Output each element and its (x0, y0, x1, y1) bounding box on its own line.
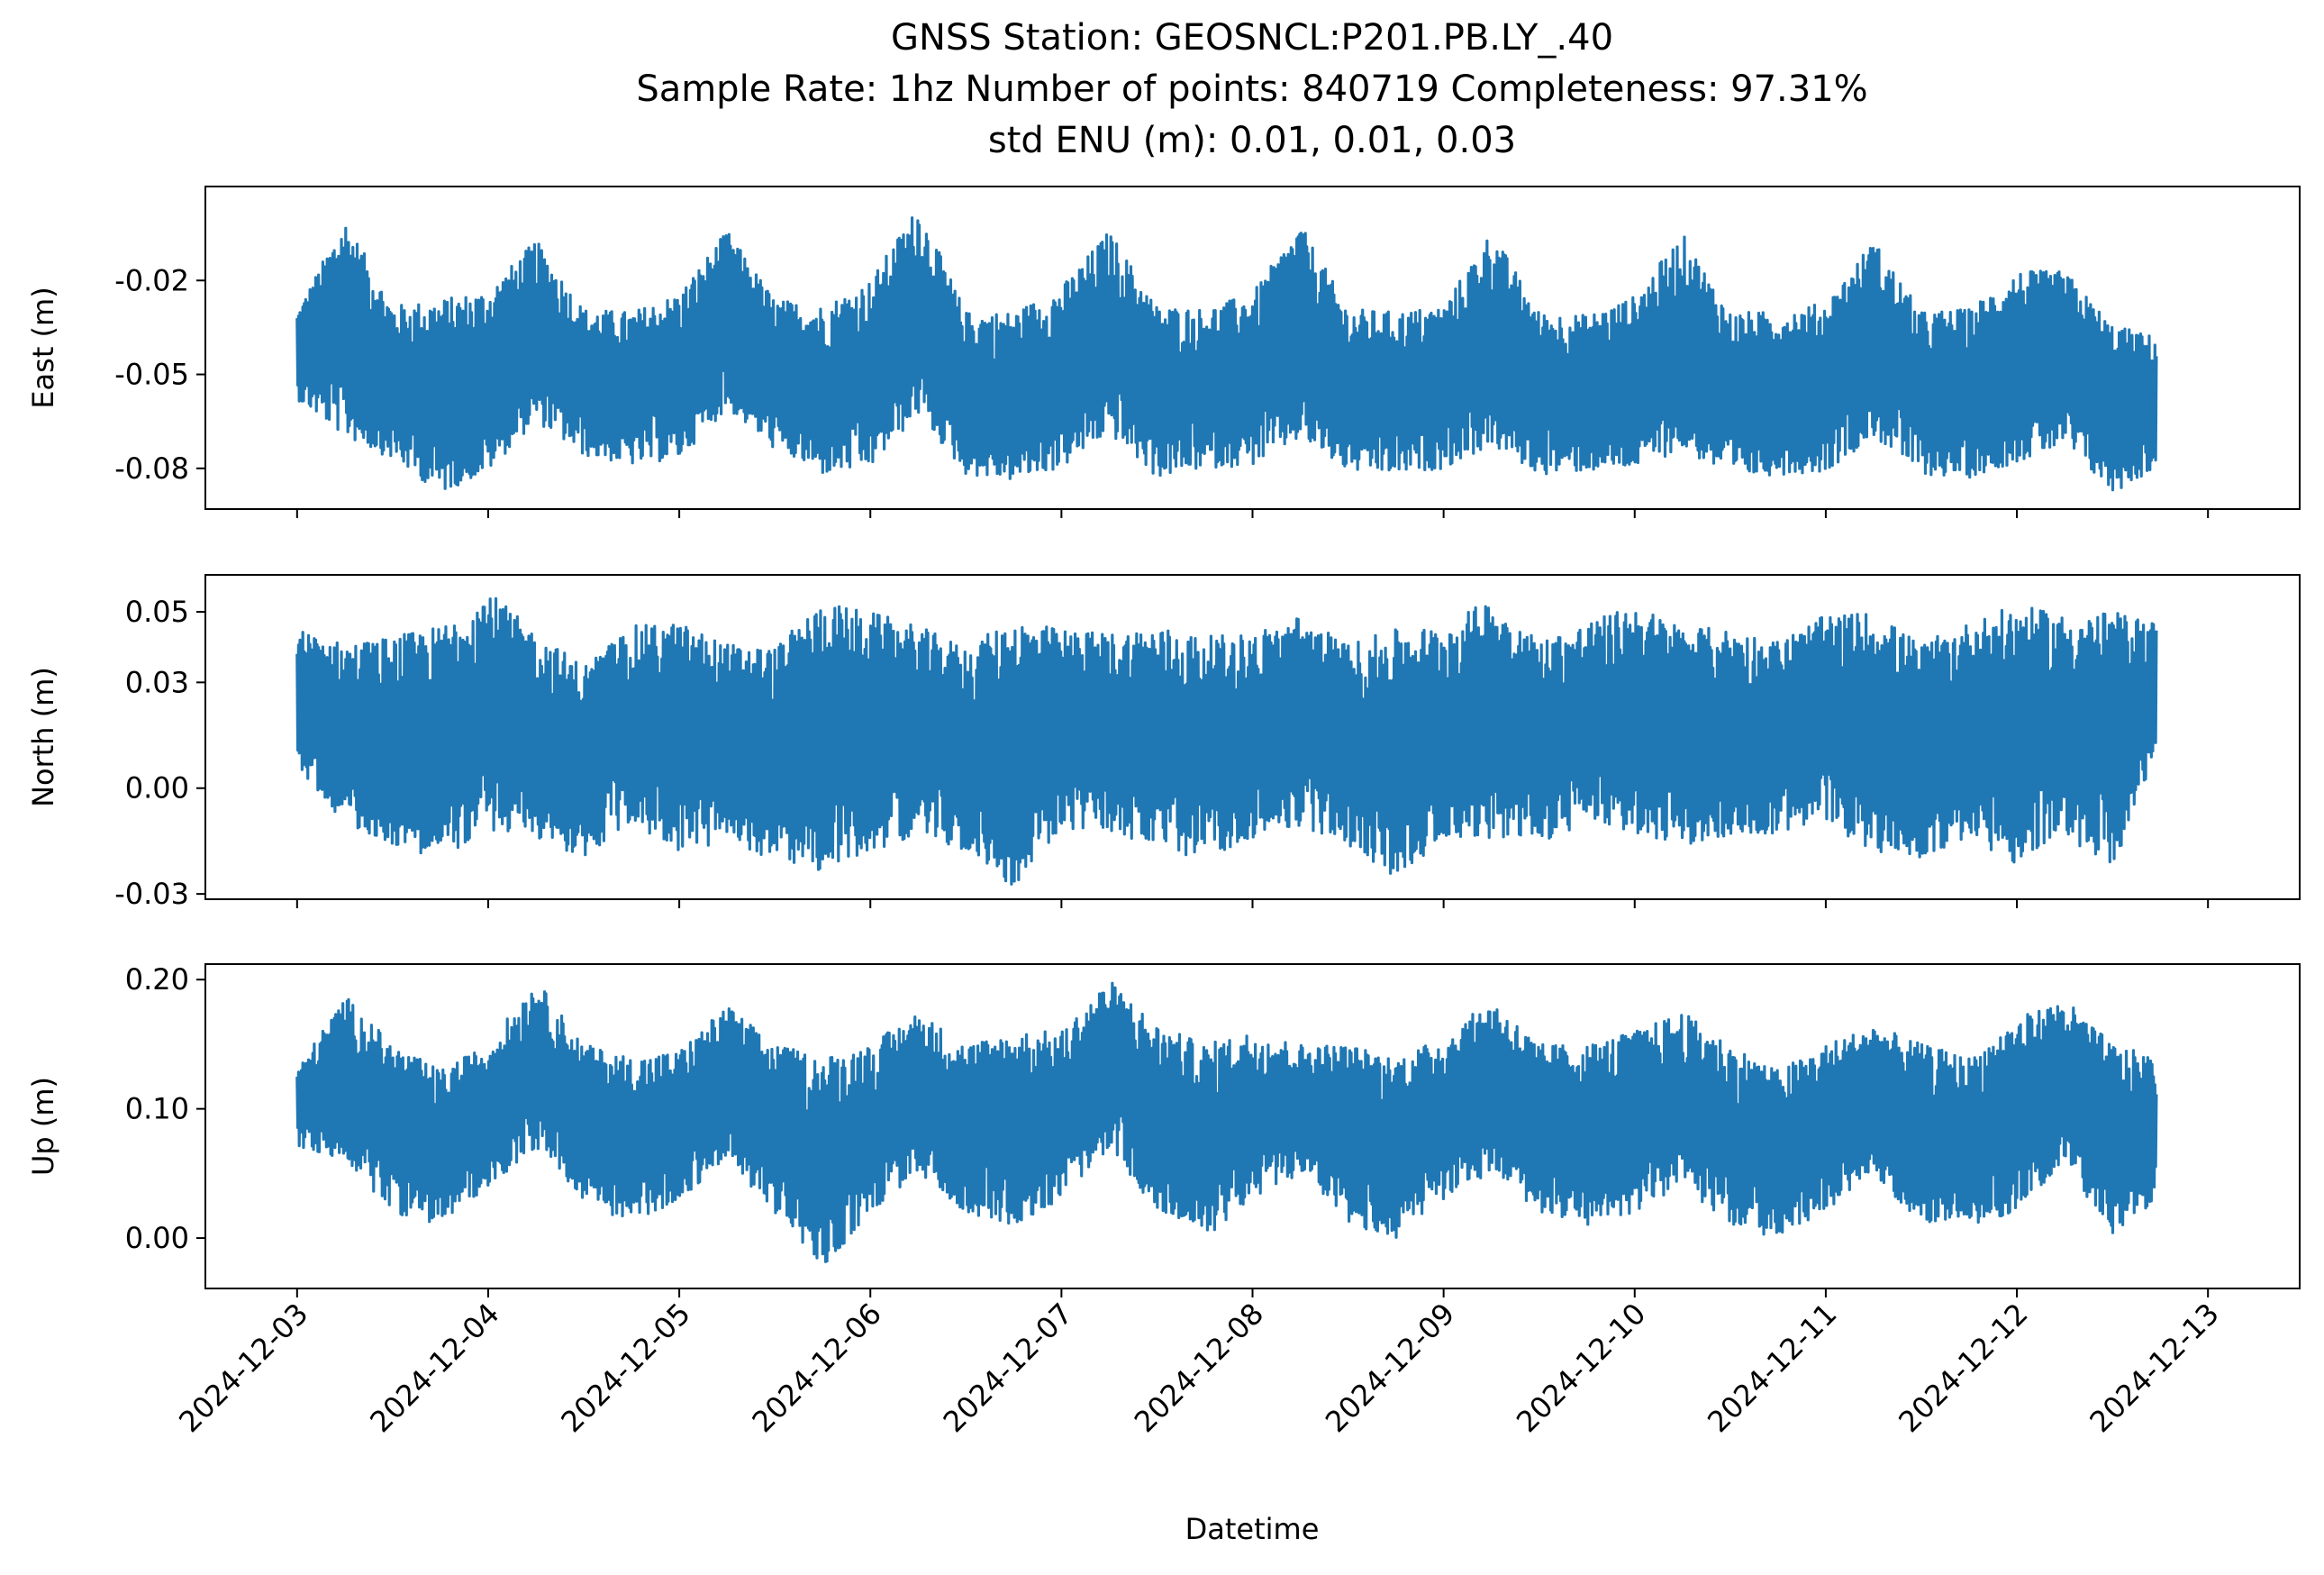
title-line-3: std ENU (m): 0.01, 0.01, 0.03 (988, 120, 1516, 161)
y-tick-label-north: 0.03 (125, 665, 189, 699)
y-axis-label-east: East (m) (26, 287, 60, 408)
y-axis-label-up: Up (m) (26, 1077, 60, 1176)
title-line-2: Sample Rate: 1hz Number of points: 84071… (636, 68, 1867, 110)
x-axis-label: Datetime (1185, 1512, 1320, 1546)
y-tick-label-up: 0.20 (125, 962, 189, 997)
chart-title: GNSS Station: GEOSNCL:P201.PB.LY_.40 Sam… (636, 17, 1867, 161)
panel-north: -0.03 0.00 0.03 0.05 North (m) (26, 574, 2301, 911)
y-tick-label-north: 0.00 (125, 771, 189, 806)
y-axis-label-north: North (m) (26, 667, 60, 807)
series-line-north (295, 596, 2158, 886)
y-tick-label-north: 0.05 (125, 595, 189, 629)
y-tick-label-up: 0.00 (125, 1221, 189, 1255)
subplots: -0.08 -0.05 -0.02 East (m) -0.03 0.00 0.03 0.05… (26, 186, 2301, 1297)
y-tick-label-east: -0.05 (114, 358, 189, 392)
y-tick-label-east: -0.02 (114, 263, 189, 297)
panel-up: 0.00 0.10 0.20 Up (m) (26, 962, 2301, 1297)
series-line-east (295, 216, 2158, 492)
series-line-up (295, 981, 2158, 1263)
title-line-1: GNSS Station: GEOSNCL:P201.PB.LY_.40 (891, 17, 1613, 59)
y-tick-label-north: -0.03 (114, 877, 189, 911)
panel-east: -0.08 -0.05 -0.02 East (m) (26, 186, 2301, 518)
y-tick-label-up: 0.10 (125, 1092, 189, 1126)
y-tick-label-east: -0.08 (114, 451, 189, 486)
